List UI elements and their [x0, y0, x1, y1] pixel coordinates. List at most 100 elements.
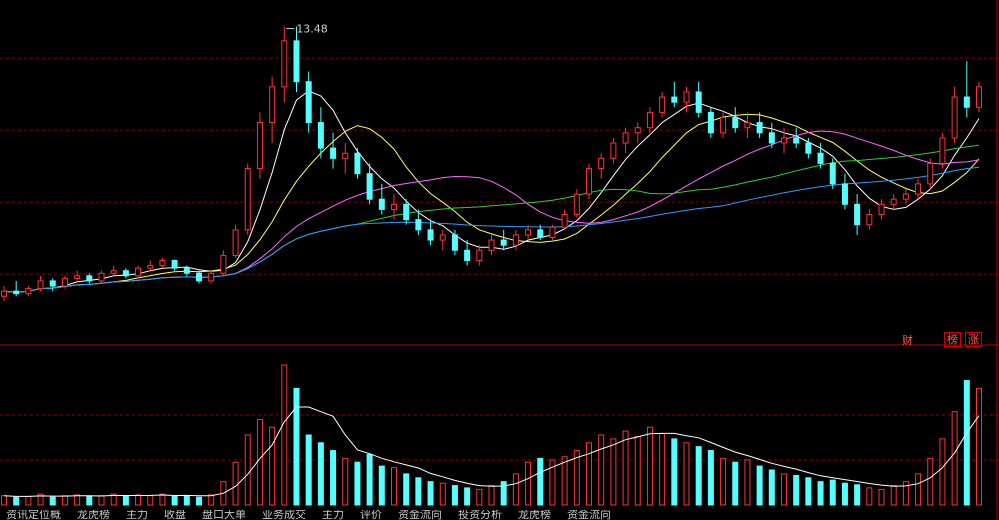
volume-bar	[805, 477, 812, 506]
candle-body	[793, 137, 800, 144]
volume-bar	[415, 477, 422, 506]
volume-bar	[196, 496, 202, 506]
volume-bar	[793, 474, 800, 506]
volume-bar	[976, 387, 982, 506]
volume-bar	[49, 496, 56, 506]
candle-body	[488, 239, 495, 251]
volume-bar	[86, 495, 93, 506]
tab-item[interactable]: 主力	[126, 510, 148, 520]
candle-body	[244, 168, 251, 231]
candle-body	[756, 122, 763, 134]
candle-body	[878, 203, 885, 216]
candle-body	[122, 270, 129, 277]
volume-bar	[232, 461, 239, 506]
candle-body	[305, 81, 312, 124]
volume-bar	[305, 434, 312, 506]
tab-item[interactable]: 资金流向	[567, 510, 611, 520]
candle-body	[451, 234, 458, 251]
candle-body	[646, 111, 653, 129]
volume-bar	[951, 411, 958, 506]
tab-item[interactable]: 龙虎榜	[77, 510, 110, 520]
volume-bar	[598, 434, 605, 506]
volume-bar	[61, 495, 68, 506]
tag-finance[interactable]: 财	[902, 334, 913, 347]
tab-item[interactable]: 资金流向	[398, 510, 442, 520]
volume-bar	[561, 456, 568, 506]
volume-bar	[586, 442, 592, 506]
volume-bar	[878, 488, 885, 506]
tab-item[interactable]: 收盘	[164, 510, 186, 520]
candle-body	[817, 152, 824, 164]
volume-bar	[208, 494, 215, 506]
volume-bar	[391, 467, 397, 506]
volume-bar	[98, 495, 105, 506]
volume-bar	[841, 482, 848, 506]
candle-body	[500, 239, 507, 246]
volume-bar	[500, 481, 507, 506]
candle-body	[354, 152, 361, 175]
volume-bar	[525, 461, 532, 506]
volume-bar	[695, 446, 702, 506]
volume-bar	[549, 459, 556, 506]
candle-body	[439, 234, 446, 241]
candle-body	[110, 270, 117, 274]
volume-bar	[817, 481, 824, 506]
tab-item[interactable]: 主力	[322, 510, 344, 520]
candle-body	[915, 183, 922, 195]
candle-body	[890, 198, 897, 205]
candle-body	[561, 214, 568, 228]
volume-bar	[427, 481, 434, 506]
candle-body	[744, 122, 751, 129]
tab-item[interactable]: 业务成交	[262, 510, 306, 520]
candle-body	[74, 275, 81, 279]
volume-bar	[756, 465, 763, 506]
candle-body	[391, 203, 397, 210]
candle-body	[342, 152, 349, 159]
volume-bar	[927, 457, 934, 506]
candle-body	[537, 229, 544, 239]
tag-ranking[interactable]: 榜	[944, 332, 961, 347]
candle-body	[281, 40, 288, 88]
candle-body	[86, 275, 93, 282]
candle-body	[573, 193, 580, 216]
candle-body	[841, 183, 848, 205]
volume-bar	[573, 450, 580, 506]
volume-bar	[732, 461, 739, 506]
candle-body	[976, 86, 982, 108]
tab-item[interactable]: 投资分析	[458, 510, 502, 520]
volume-bar	[183, 495, 190, 506]
candle-body	[695, 91, 702, 113]
candle-body	[707, 111, 714, 134]
candle-body	[1, 290, 7, 297]
volume-bar	[37, 493, 44, 506]
candle-body	[732, 116, 739, 129]
candle-body	[476, 249, 483, 261]
tab-item[interactable]: 盘口大单	[202, 510, 246, 520]
volume-bar	[256, 418, 263, 506]
ma60-line	[3, 166, 980, 293]
candle-body	[963, 96, 970, 108]
volume-bar	[610, 438, 617, 506]
volume-bar	[135, 494, 142, 506]
candle-body	[854, 203, 861, 226]
ma10-line	[3, 113, 980, 293]
candle-body	[634, 127, 641, 134]
tag-limit-up[interactable]: 涨	[965, 332, 982, 347]
volume-bar	[1, 495, 7, 506]
tab-item[interactable]: 评价	[360, 510, 382, 520]
volume-bar	[403, 473, 410, 506]
volume-bar	[317, 442, 324, 506]
volume-bar	[293, 387, 300, 506]
volume-bar	[13, 496, 20, 506]
candle-body	[330, 147, 337, 159]
candle-body	[415, 219, 422, 231]
candle-body	[135, 267, 142, 277]
tab-item[interactable]: 资讯定位概	[6, 510, 61, 520]
volume-bar	[354, 461, 361, 506]
candle-body	[171, 259, 178, 269]
tab-item[interactable]: 龙虎榜	[518, 510, 551, 520]
volume-bar	[476, 488, 483, 506]
high-price-label: 13.48	[296, 23, 328, 36]
